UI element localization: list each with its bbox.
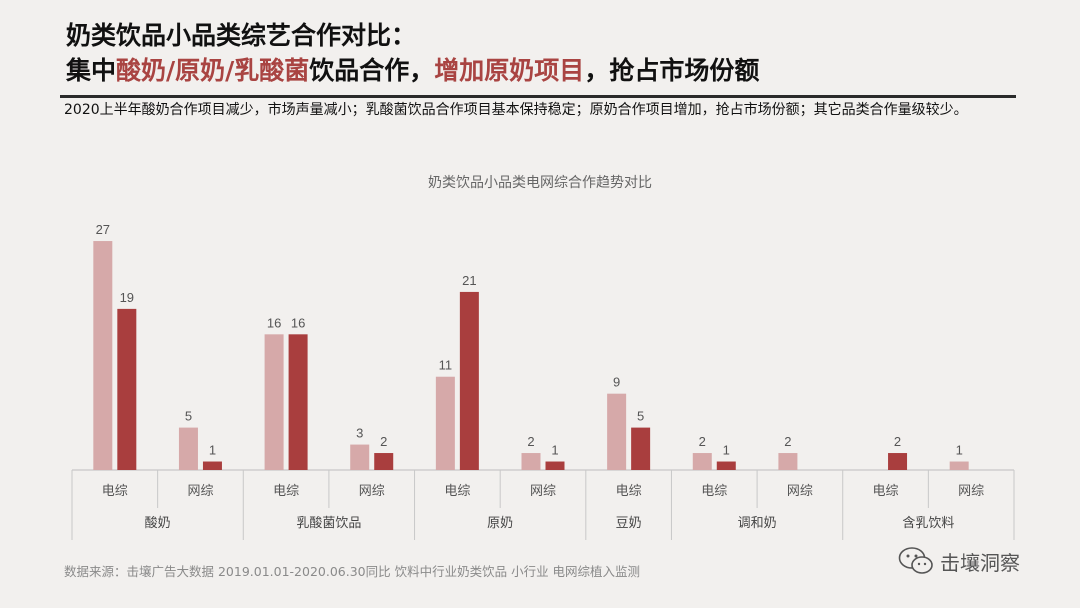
bar-原奶-电综-1 bbox=[435, 376, 455, 470]
bar-豆奶-电综-2 bbox=[631, 427, 651, 470]
brand-name: 击壤洞察 bbox=[940, 550, 1020, 575]
subtitle-suffix: ，抢占市场份额 bbox=[584, 56, 760, 85]
bar-调和奶-电综-1 bbox=[692, 453, 712, 470]
bar-原奶-电综-2 bbox=[459, 291, 479, 470]
bar-酸奶-电综-2 bbox=[117, 308, 137, 470]
summary-text: 2020上半年酸奶合作项目减少，市场声量减小；乳酸菌饮品合作项目基本保持稳定；原… bbox=[64, 102, 968, 118]
data-label: 2 bbox=[380, 434, 387, 449]
group-label: 豆奶 bbox=[616, 515, 642, 530]
title-block: 奶类饮品小品类综艺合作对比： 集中酸奶/原奶/乳酸菌饮品合作，增加原奶项目，抢占… bbox=[66, 18, 759, 88]
data-label: 2 bbox=[699, 434, 706, 449]
page-subtitle: 集中酸奶/原奶/乳酸菌饮品合作，增加原奶项目，抢占市场份额 bbox=[66, 53, 759, 88]
data-label: 3 bbox=[356, 426, 363, 441]
x-tick-label: 电综 bbox=[701, 483, 727, 498]
bar-含乳饮料-电综-2 bbox=[888, 453, 908, 470]
x-tick-label: 电综 bbox=[616, 483, 642, 498]
bar-原奶-网综-1 bbox=[521, 453, 541, 470]
bar-乳酸菌饮品-电综-1 bbox=[264, 334, 284, 470]
data-label: 2 bbox=[784, 434, 791, 449]
x-tick-label: 电综 bbox=[273, 483, 299, 498]
bar-乳酸菌饮品-网综-1 bbox=[350, 444, 370, 470]
group-label: 乳酸菌饮品 bbox=[296, 515, 361, 530]
wechat-icon bbox=[898, 547, 933, 574]
group-label: 酸奶 bbox=[145, 515, 171, 530]
data-label: 1 bbox=[209, 443, 216, 458]
data-label: 1 bbox=[723, 443, 730, 458]
x-tick-label: 电综 bbox=[102, 483, 128, 498]
bar-乳酸菌饮品-网综-2 bbox=[374, 453, 394, 470]
bar-酸奶-网综-1 bbox=[178, 427, 198, 470]
x-tick-label: 电综 bbox=[444, 483, 470, 498]
x-tick-label: 电综 bbox=[873, 483, 899, 498]
bar-调和奶-电综-2 bbox=[716, 461, 736, 470]
subtitle-prefix: 集中 bbox=[66, 56, 117, 85]
data-label: 5 bbox=[185, 409, 192, 424]
chart-title: 奶类饮品小品类电网综合作趋势对比 bbox=[428, 174, 652, 190]
data-label: 1 bbox=[956, 443, 963, 458]
bar-豆奶-电综-1 bbox=[607, 393, 627, 470]
bar-酸奶-网综-2 bbox=[202, 461, 222, 470]
data-label: 5 bbox=[637, 409, 644, 424]
data-label: 11 bbox=[439, 358, 453, 373]
x-tick-label: 网综 bbox=[958, 483, 984, 498]
group-label: 调和奶 bbox=[738, 515, 777, 530]
group-label: 原奶 bbox=[487, 515, 513, 530]
bar-调和奶-网综-1 bbox=[778, 453, 798, 470]
bar-含乳饮料-网综-1 bbox=[949, 461, 969, 470]
data-label: 27 bbox=[96, 222, 110, 237]
bar-乳酸菌饮品-电综-2 bbox=[288, 334, 308, 470]
data-label: 1 bbox=[551, 443, 558, 458]
data-label: 2 bbox=[894, 434, 901, 449]
x-tick-label: 网综 bbox=[359, 483, 385, 498]
page-title: 奶类饮品小品类综艺合作对比： bbox=[66, 21, 417, 50]
bar-原奶-网综-2 bbox=[545, 461, 565, 470]
data-source-note: 数据来源：击壤广告大数据 2019.01.01-2020.06.30同比 饮料中… bbox=[64, 564, 641, 579]
subtitle-highlight-categories: 酸奶/原奶/乳酸菌 bbox=[116, 56, 310, 85]
data-label: 19 bbox=[120, 290, 134, 305]
group-label: 含乳饮料 bbox=[902, 515, 954, 530]
data-label: 9 bbox=[613, 375, 620, 390]
data-label: 2 bbox=[527, 434, 534, 449]
x-tick-label: 网综 bbox=[187, 483, 213, 498]
subtitle-mid: 饮品合作， bbox=[309, 56, 435, 85]
data-label: 16 bbox=[267, 315, 281, 330]
brand-watermark: 击壤洞察 bbox=[898, 546, 1020, 576]
bar-酸奶-电综-1 bbox=[93, 241, 113, 470]
title-divider bbox=[60, 95, 1016, 98]
x-tick-label: 网综 bbox=[530, 483, 556, 498]
subtitle-highlight-action: 增加原奶项目 bbox=[434, 56, 585, 85]
data-label: 16 bbox=[291, 315, 305, 330]
data-label: 21 bbox=[462, 273, 476, 288]
x-tick-label: 网综 bbox=[787, 483, 813, 498]
